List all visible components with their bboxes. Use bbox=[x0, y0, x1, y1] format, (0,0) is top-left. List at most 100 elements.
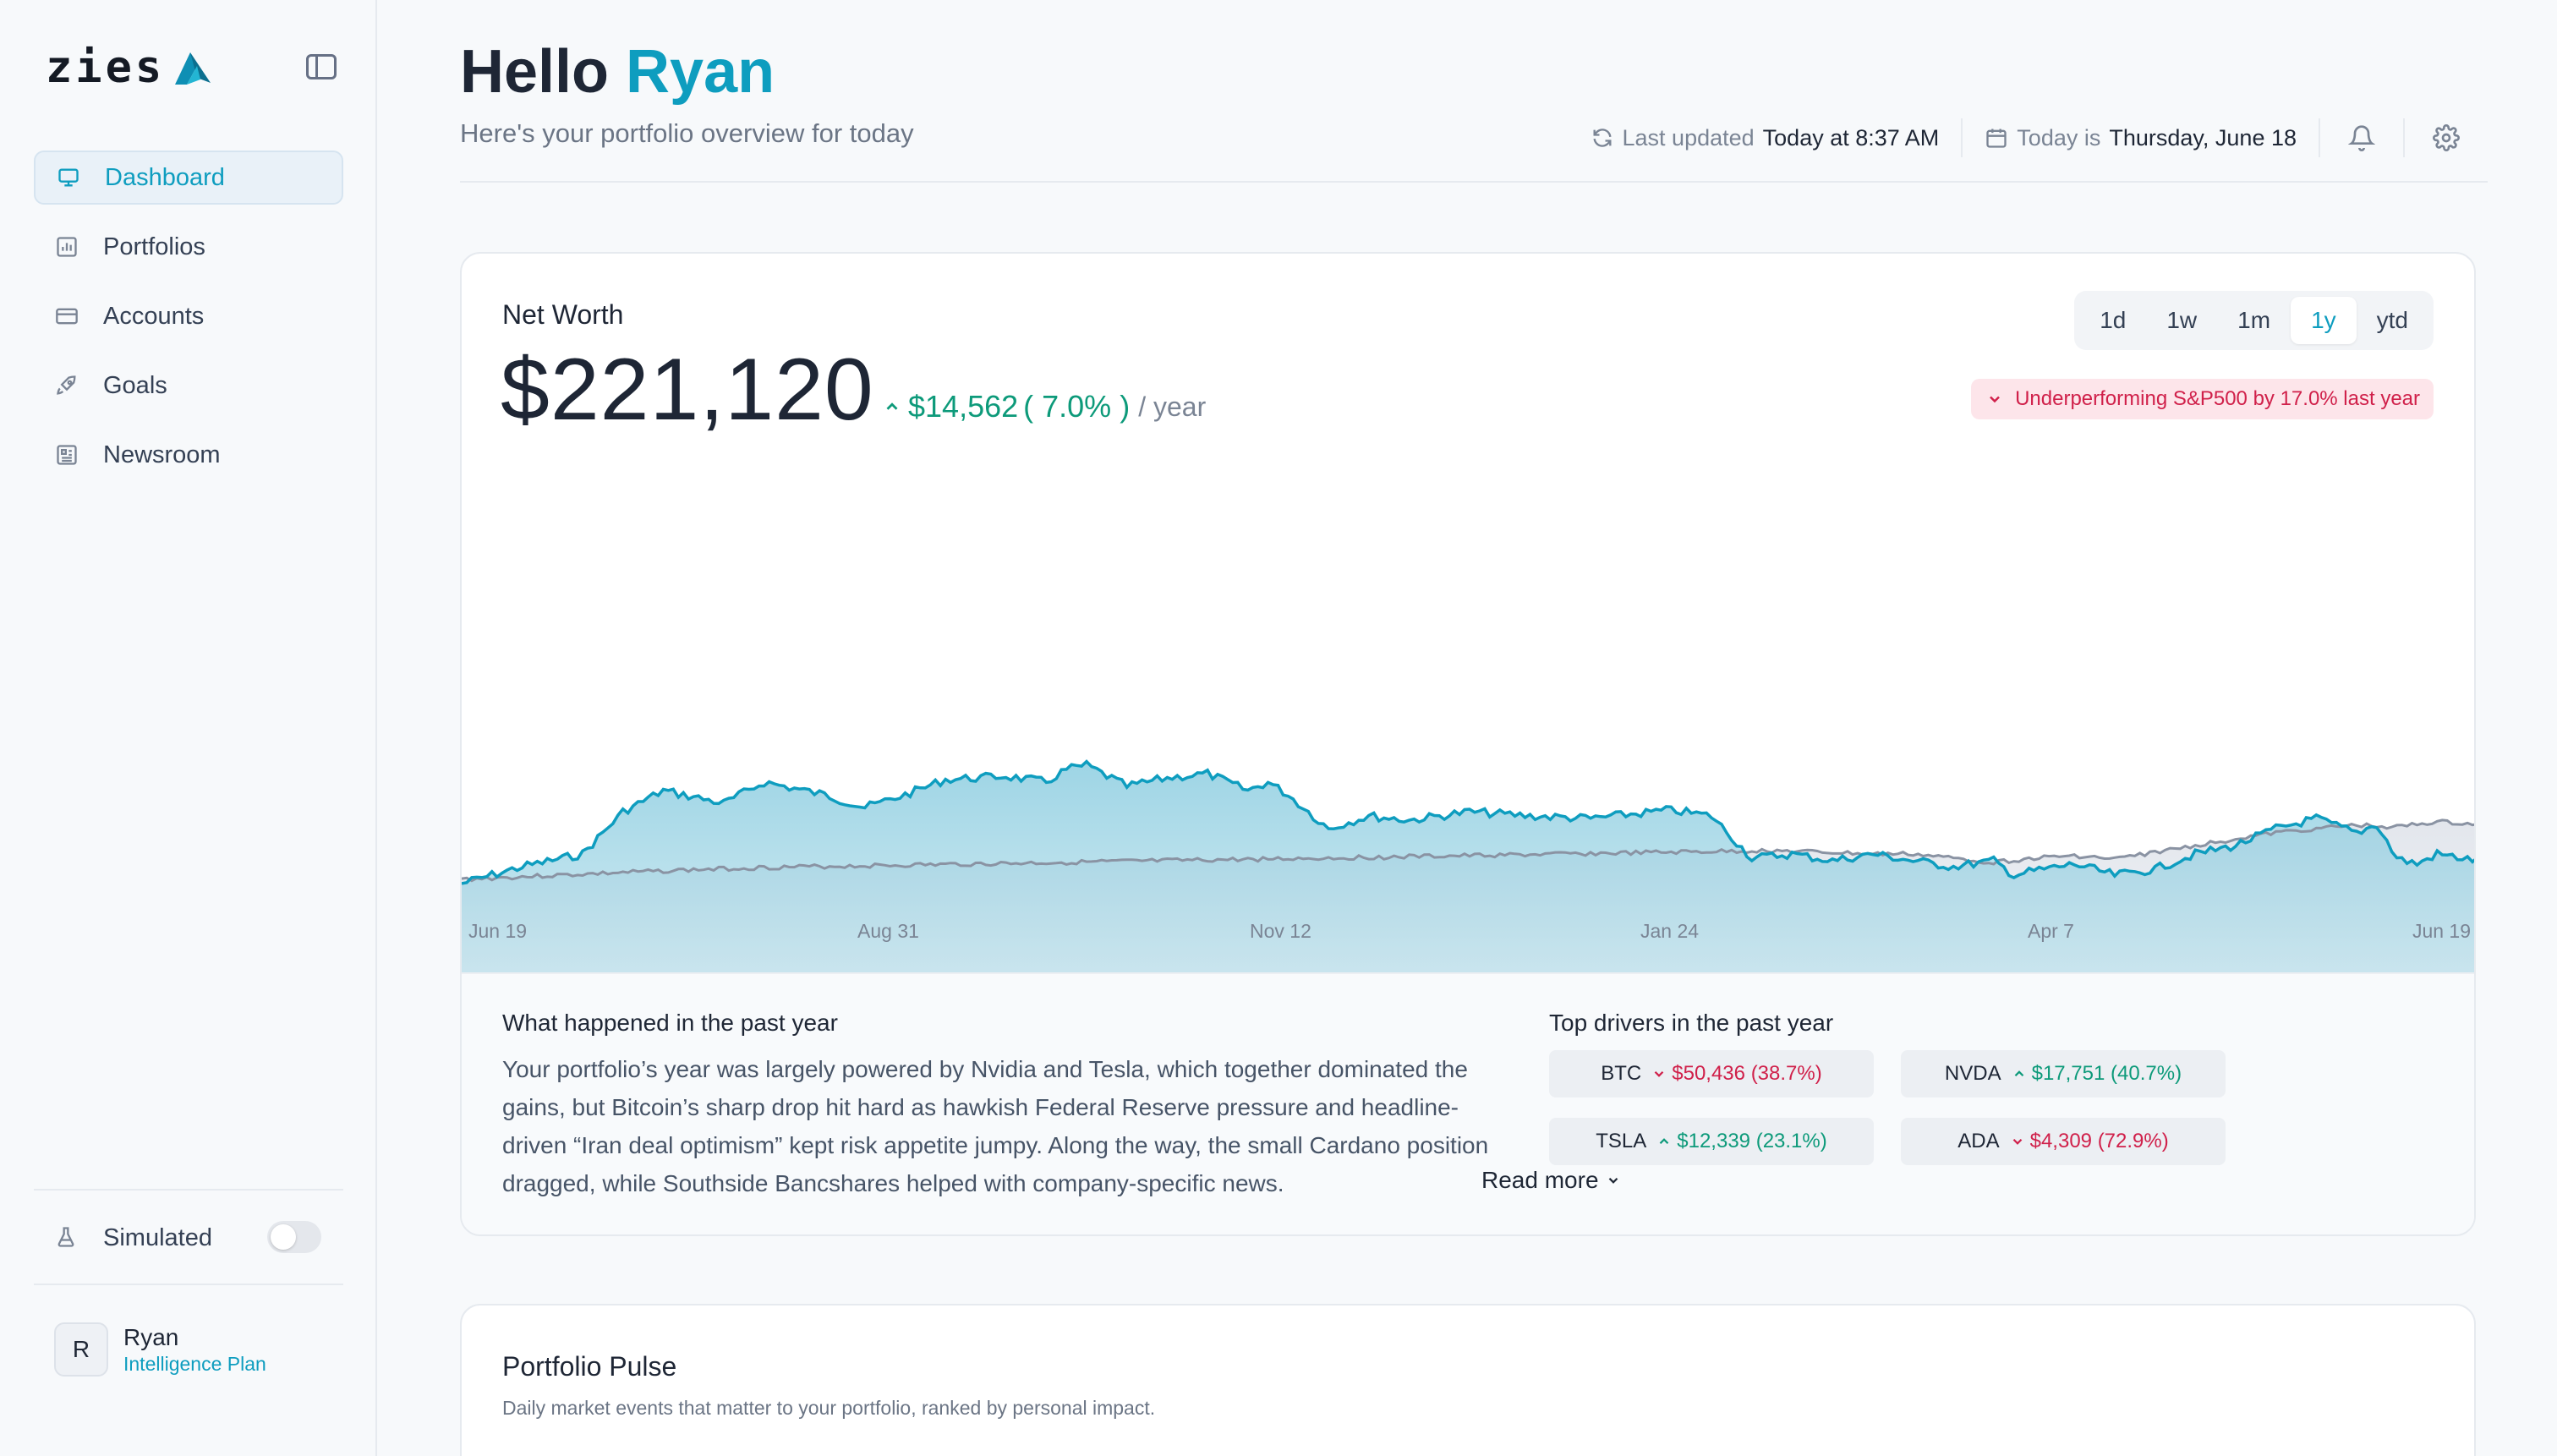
driver-value: $50,436 bbox=[1672, 1062, 1746, 1085]
benchmark-line bbox=[462, 818, 2474, 883]
sidebar-item-goals[interactable]: Goals bbox=[34, 359, 343, 413]
last-updated-label: Last updated bbox=[1622, 124, 1755, 151]
range-tab-1m[interactable]: 1m bbox=[2237, 307, 2271, 333]
flask-icon bbox=[54, 1225, 79, 1251]
driver-ticker: BTC bbox=[1601, 1062, 1642, 1085]
pulse-subtitle: Daily market events that matter to your … bbox=[502, 1397, 1156, 1419]
chevron-down-icon bbox=[1990, 396, 2000, 403]
driver-pct: (38.7%) bbox=[1750, 1062, 1822, 1085]
simulated-row: Simulated bbox=[34, 1214, 343, 1262]
driver-ticker: NVDA bbox=[1944, 1062, 2001, 1085]
pulse-title: Portfolio Pulse bbox=[502, 1351, 677, 1382]
range-tab-1d[interactable]: 1d bbox=[2100, 307, 2127, 333]
page-title: Hello Ryan bbox=[460, 37, 775, 107]
bell-icon bbox=[2348, 125, 2375, 151]
user-profile[interactable]: R Ryan Intelligence Plan bbox=[54, 1322, 266, 1377]
sidebar-item-label: Newsroom bbox=[103, 441, 221, 468]
last-updated-value: Today at 8:37 AM bbox=[1762, 124, 1940, 151]
sidebar-item-label: Dashboard bbox=[105, 163, 225, 191]
today-label: Today is bbox=[2017, 124, 2101, 151]
user-name: Ryan bbox=[123, 1323, 179, 1350]
divider bbox=[34, 1189, 343, 1191]
refresh-icon bbox=[1593, 129, 1612, 147]
x-tick-label: Jun 19 bbox=[468, 920, 528, 942]
chart-x-axis: Jun 19 Aug 31 Nov 12 Jan 24 Apr 7 Jun 19 bbox=[462, 920, 2474, 945]
notifications-button[interactable] bbox=[2342, 118, 2381, 157]
rocket-icon bbox=[54, 373, 79, 398]
notifications-group bbox=[2320, 118, 2405, 157]
newspaper-icon bbox=[54, 442, 79, 468]
chevron-up-icon bbox=[2014, 1070, 2023, 1077]
user-plan: Intelligence Plan bbox=[123, 1352, 266, 1375]
underperformance-text: Underperforming S&P500 by 17.0% last yea… bbox=[2015, 387, 2420, 410]
credit-card-icon bbox=[54, 304, 79, 329]
sidebar-toggle-button[interactable] bbox=[306, 54, 337, 79]
settings-button[interactable] bbox=[2427, 118, 2466, 157]
net-worth-card: Net Worth $221,120 $14,562 ( 7.0% ) / ye… bbox=[460, 252, 2476, 1236]
gear-icon bbox=[2433, 124, 2460, 151]
main-content: Hello Ryan Here's your portfolio overvie… bbox=[377, 0, 2557, 1456]
chevron-up-icon bbox=[1659, 1138, 1669, 1145]
divider bbox=[460, 181, 2488, 183]
x-tick-label: Nov 12 bbox=[1250, 920, 1311, 942]
net-worth-change-amount: $14,562 bbox=[908, 389, 1019, 424]
driver-change: $17,751 (40.7%) bbox=[2012, 1062, 2182, 1086]
net-worth-period: / year bbox=[1138, 391, 1207, 422]
sidebar-item-label: Accounts bbox=[103, 302, 205, 330]
x-tick-label: Aug 31 bbox=[857, 920, 919, 942]
sidebar-nav: Dashboard Portfolios Accounts Goals News… bbox=[34, 151, 343, 497]
logo[interactable]: zies bbox=[46, 42, 214, 93]
settings-group bbox=[2405, 118, 2488, 157]
underperformance-badge[interactable]: Underperforming S&P500 by 17.0% last yea… bbox=[1971, 379, 2434, 419]
range-selector: 1d 1w 1m 1y ytd bbox=[2074, 291, 2434, 350]
range-tab-1y[interactable]: 1y bbox=[2291, 297, 2357, 344]
read-more-label: Read more bbox=[1481, 1167, 1599, 1193]
simulated-label: Simulated bbox=[103, 1223, 212, 1251]
chevron-down-icon bbox=[2012, 1138, 2022, 1145]
chevron-up-icon bbox=[886, 402, 898, 410]
calendar-icon bbox=[1986, 129, 2007, 148]
summary-title: What happened in the past year bbox=[502, 1010, 838, 1036]
monitor-icon bbox=[56, 165, 81, 190]
net-worth-label: Net Worth bbox=[502, 299, 624, 330]
driver-ticker: ADA bbox=[1957, 1130, 2000, 1152]
avatar: R bbox=[54, 1322, 108, 1377]
today-date: Today is Thursday, June 18 bbox=[1963, 118, 2320, 157]
driver-chip-ada[interactable]: ADA $4,309 (72.9%) bbox=[1901, 1118, 2226, 1165]
summary-text: Your portfolio’s year was largely powere… bbox=[502, 1056, 1489, 1196]
net-worth-change: $14,562 ( 7.0% ) / year bbox=[883, 389, 1206, 424]
driver-pct: (72.9%) bbox=[2097, 1130, 2169, 1152]
sidebar-item-label: Portfolios bbox=[103, 233, 205, 260]
sidebar-item-accounts[interactable]: Accounts bbox=[34, 289, 343, 343]
range-tab-ytd[interactable]: ytd bbox=[2376, 307, 2408, 333]
driver-chip-nvda[interactable]: NVDA $17,751 (40.7%) bbox=[1901, 1050, 2226, 1097]
driver-pct: (40.7%) bbox=[2111, 1062, 2182, 1085]
driver-change: $12,339 (23.1%) bbox=[1656, 1130, 1827, 1153]
chevron-down-icon bbox=[1654, 1070, 1664, 1077]
x-tick-label: Jun 19 bbox=[2412, 920, 2471, 942]
chevron-down-icon bbox=[1608, 1177, 1618, 1184]
driver-value: $17,751 bbox=[2031, 1062, 2105, 1085]
sidebar: zies Dashboard Portfolios Accounts bbox=[0, 0, 377, 1456]
today-value: Thursday, June 18 bbox=[2109, 124, 2297, 151]
last-updated: Last updated Today at 8:37 AM bbox=[1569, 118, 1963, 157]
sidebar-item-dashboard[interactable]: Dashboard bbox=[34, 151, 343, 205]
x-tick-label: Apr 7 bbox=[2028, 920, 2074, 942]
net-worth-summary: What happened in the past year Your port… bbox=[462, 972, 2474, 1234]
driver-ticker: TSLA bbox=[1596, 1130, 1647, 1152]
logo-mark-icon bbox=[175, 52, 211, 85]
driver-pct: (23.1%) bbox=[1755, 1130, 1827, 1152]
sidebar-item-newsroom[interactable]: Newsroom bbox=[34, 428, 343, 482]
simulated-toggle[interactable] bbox=[267, 1221, 321, 1253]
driver-chip-btc[interactable]: BTC $50,436 (38.7%) bbox=[1549, 1050, 1874, 1097]
read-more-button[interactable]: Read more bbox=[1448, 1167, 1621, 1194]
driver-change: $50,436 (38.7%) bbox=[1651, 1062, 1822, 1086]
range-tab-1w[interactable]: 1w bbox=[2166, 307, 2198, 333]
bar-chart-icon bbox=[54, 234, 79, 260]
driver-chip-tsla[interactable]: TSLA $12,339 (23.1%) bbox=[1549, 1118, 1874, 1165]
sidebar-item-portfolios[interactable]: Portfolios bbox=[34, 220, 343, 274]
user-greeting-name: Ryan bbox=[626, 38, 775, 106]
driver-value: $12,339 bbox=[1677, 1130, 1751, 1152]
drivers-title: Top drivers in the past year bbox=[1549, 1010, 1834, 1036]
driver-change: $4,309 (72.9%) bbox=[2010, 1130, 2169, 1153]
